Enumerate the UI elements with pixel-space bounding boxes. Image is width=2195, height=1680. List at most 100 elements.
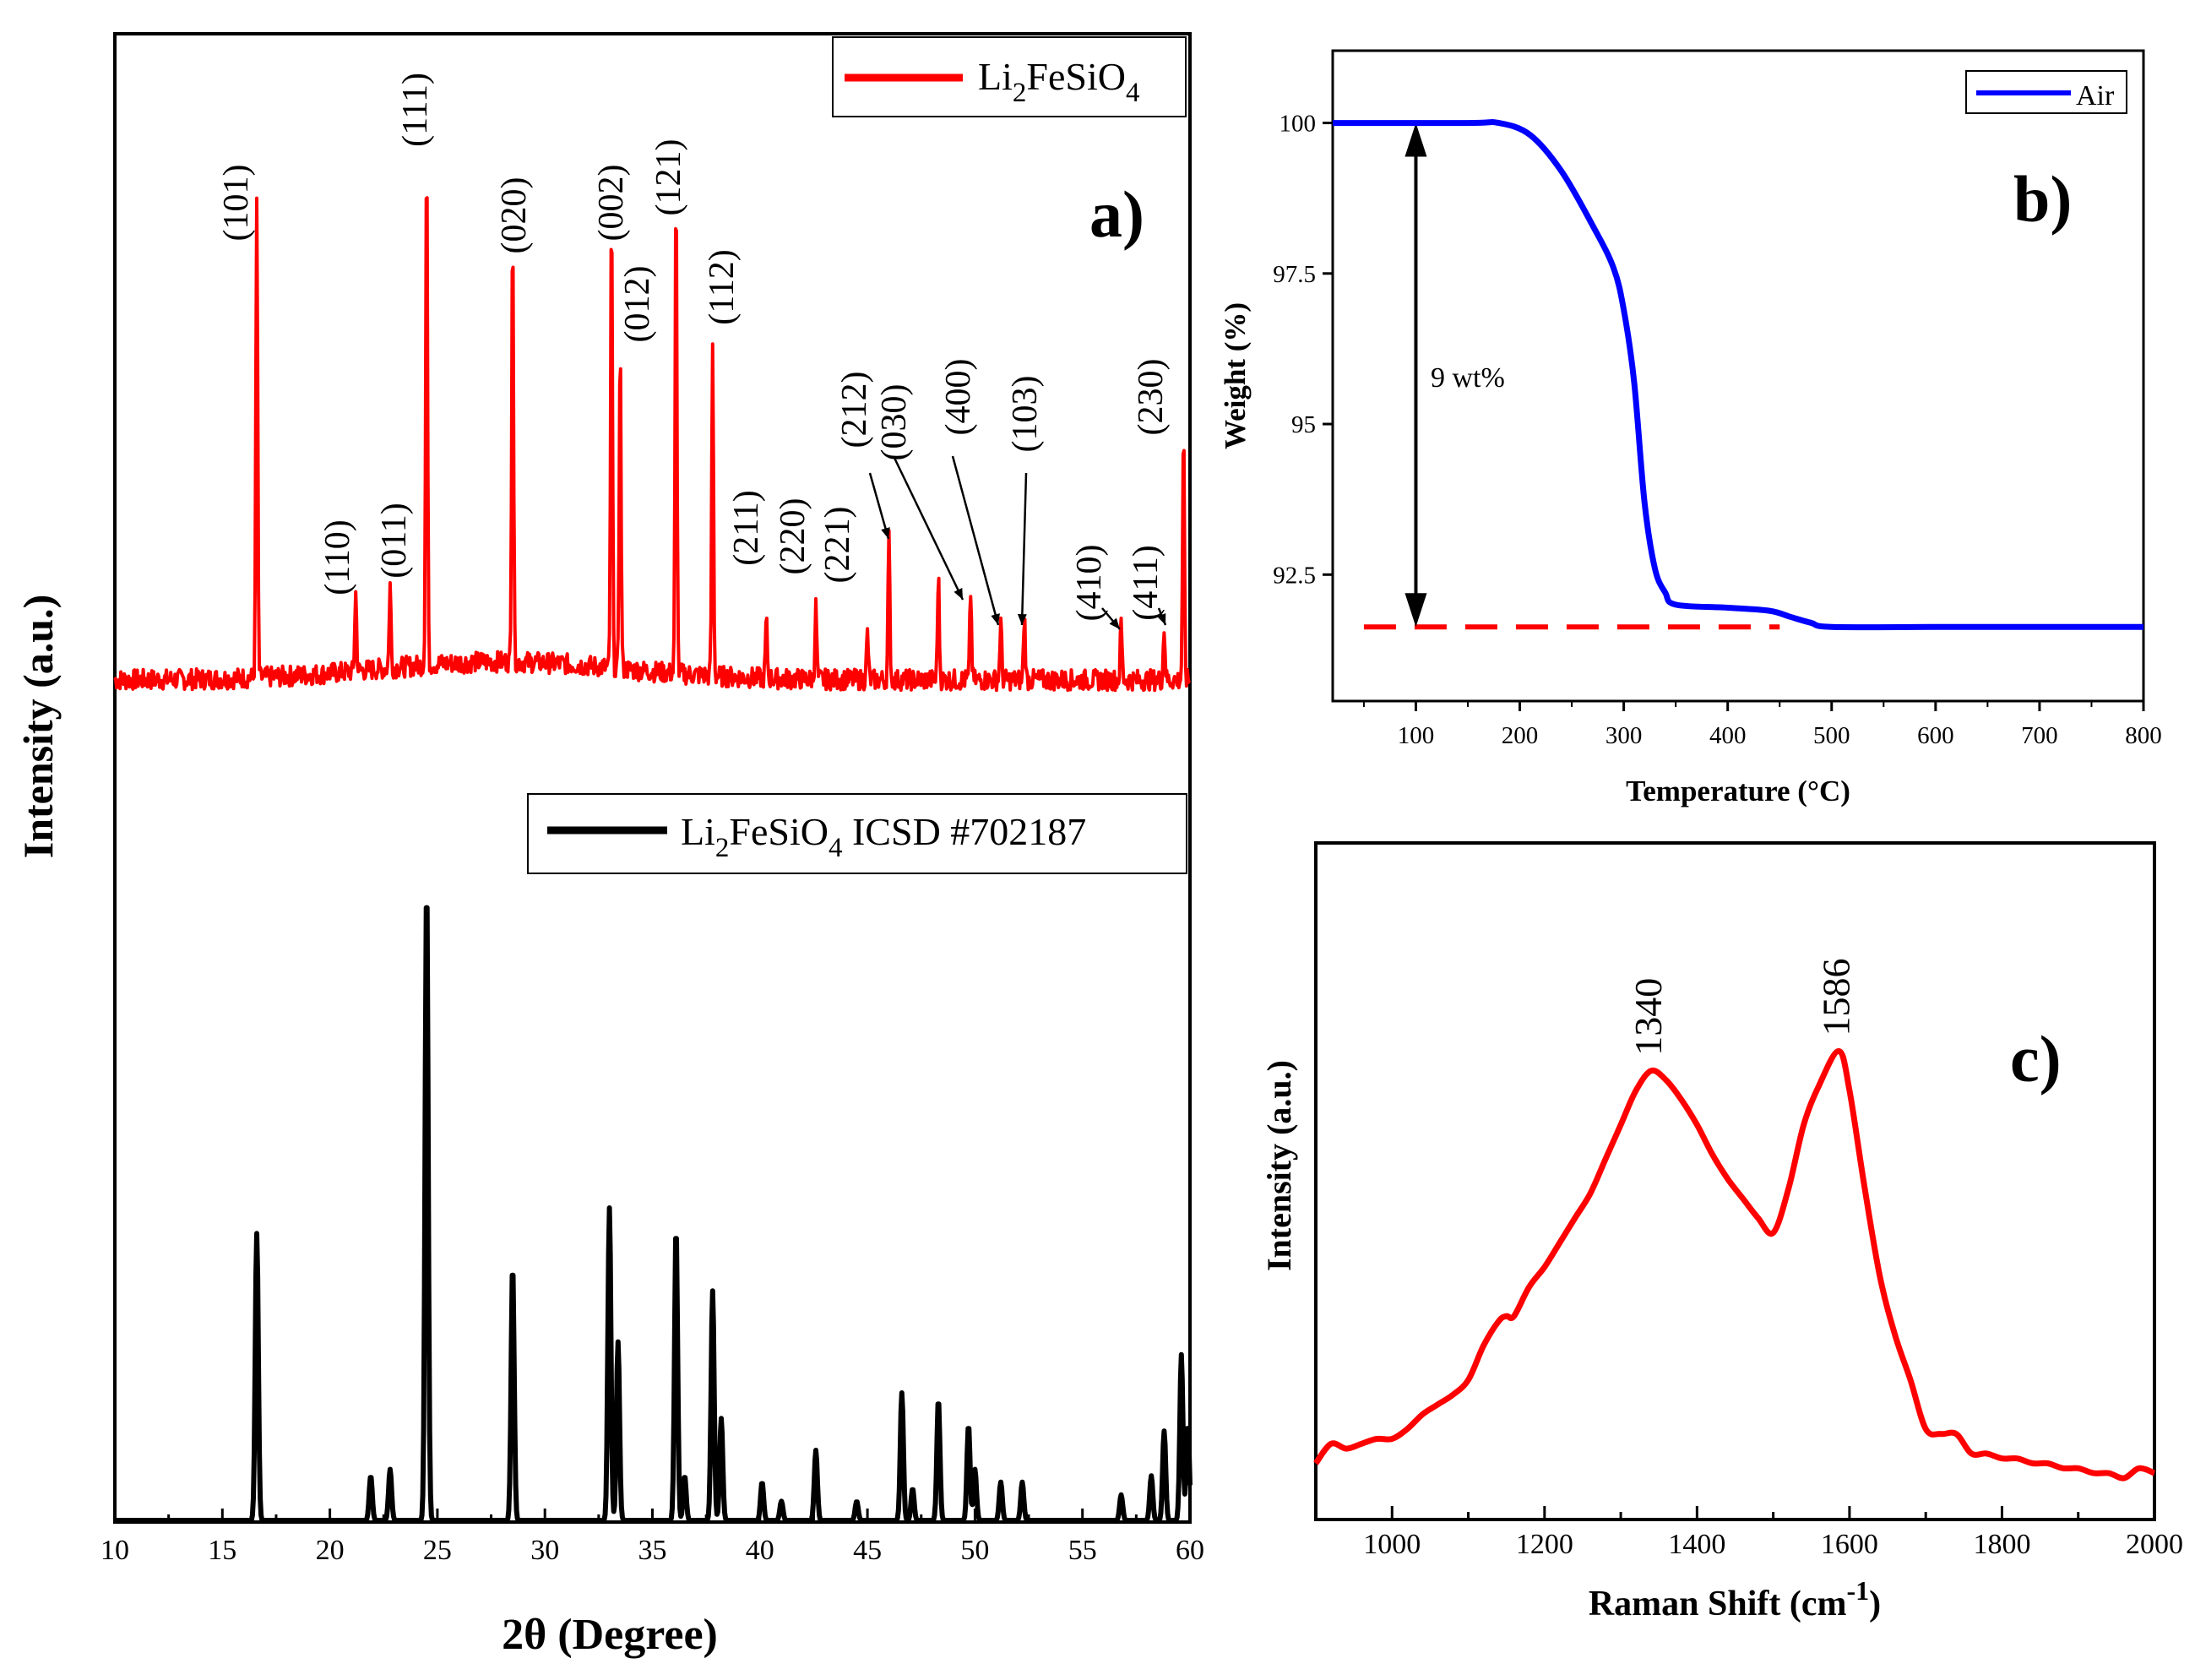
- legend-sample-sub-1: 2: [1013, 78, 1027, 108]
- panel-b-x-tick-label: 200: [1502, 722, 1539, 749]
- legend-reference-sub-1: 2: [715, 833, 730, 863]
- panel-c-x-tick-label: 2000: [2126, 1529, 2183, 1560]
- hkl-leader-head: [881, 527, 890, 539]
- panel-b-x-tick-label: 800: [2125, 722, 2162, 749]
- legend-sample: Li2FeSiO4: [832, 36, 1187, 117]
- hkl-leader-head: [1157, 613, 1166, 625]
- legend-reference-text-1: Li: [681, 810, 715, 853]
- panel-b: 100 200 300 400 500 600 700 800 92.5 95 97.5 100 9 …: [1219, 49, 2162, 807]
- panel-b-x-tick-label: 600: [1917, 722, 1954, 749]
- legend-sample-text-1: Li: [978, 55, 1013, 98]
- legend-sample-sub-2: 4: [1126, 78, 1140, 108]
- panel-b-y-tick-label: 97.5: [1273, 261, 1316, 288]
- panel-b-x-tick-label: 300: [1606, 722, 1643, 749]
- hkl-label: (111): [396, 73, 435, 147]
- raman-peak-label: 1340: [1627, 978, 1670, 1056]
- raman-peak-label: 1586: [1814, 958, 1857, 1036]
- panel-a-frame: [113, 32, 1192, 1524]
- raman-curve: [1313, 1048, 2156, 1482]
- raman-peak-labels: 1340 1586: [1627, 958, 1857, 1055]
- panel-b-x-tick-label: 400: [1709, 722, 1747, 749]
- panel-c-x-label: Raman Shift (cm-1): [1589, 1575, 1881, 1623]
- hkl-label: (020): [495, 177, 534, 254]
- panel-a-x-tick-label: 30: [530, 1535, 559, 1566]
- hkl-leader: [892, 455, 964, 601]
- panel-c-x-label-sup: -1: [1847, 1575, 1870, 1606]
- hkl-label: (411): [1127, 545, 1165, 620]
- hkl-label: (221): [818, 507, 857, 584]
- hkl-label: (230): [1132, 359, 1171, 436]
- panel-a: 10 15 20 25 30 35 40 45 50 55 60 (101)(110) (011)(1…: [14, 32, 1204, 1659]
- hkl-label: (103): [1006, 376, 1045, 453]
- panel-c-y-label: Intensity (a.u.): [1260, 1060, 1298, 1271]
- hkl-leader-head: [1017, 613, 1027, 625]
- panel-c-tag: c): [2010, 1022, 2062, 1096]
- hkl-leader-head: [991, 613, 1000, 625]
- panel-a-x-tick-label: 45: [853, 1535, 882, 1566]
- hkl-label: (011): [375, 503, 414, 578]
- xrd-reference-series: [113, 905, 1193, 1523]
- panel-a-x-tick-label: 55: [1068, 1535, 1097, 1566]
- svg-text:Li2FeSiO4: Li2FeSiO4: [978, 55, 1139, 108]
- legend-reference: Li2FeSiO4 ICSD #702187: [527, 793, 1187, 874]
- legend-reference-text-2: FeSiO: [729, 810, 829, 853]
- panel-b-ticks: 100 200 300 400 500 600 700 800 92.5 95 97.5 100: [1273, 111, 2162, 749]
- panel-c-x-tick-label: 1000: [1363, 1529, 1421, 1560]
- panel-b-y-tick-label: 100: [1280, 111, 1317, 138]
- legend-air-label: Air: [2076, 80, 2115, 111]
- legend-reference-sub-2: 4: [829, 833, 843, 863]
- panel-a-x-tick-label: 40: [746, 1535, 774, 1566]
- hkl-label: (400): [939, 359, 978, 436]
- hkl-leader-head: [954, 588, 963, 600]
- panel-a-x-tick-label: 20: [316, 1535, 345, 1566]
- hkl-label: (211): [727, 490, 766, 565]
- panel-b-y-label: Weight (%): [1219, 302, 1252, 449]
- panel-b-tag: b): [2013, 162, 2072, 236]
- panel-b-y-tick-label: 95: [1291, 411, 1316, 438]
- panel-b-x-tick-label: 100: [1398, 722, 1435, 749]
- hkl-label: (030): [875, 384, 914, 461]
- weight-loss-annotation: 9 wt%: [1431, 362, 1505, 394]
- panel-c-x-tick-label: 1400: [1668, 1529, 1725, 1560]
- panel-c-x-tick-label: 1800: [1973, 1529, 2030, 1560]
- panel-a-x-tick-label: 35: [638, 1535, 667, 1566]
- panel-c-x-tick-label: 1200: [1516, 1529, 1573, 1560]
- svg-text:Li2FeSiO4 ICSD #702187: Li2FeSiO4 ICSD #702187: [681, 810, 1086, 863]
- panel-c-x-tick-label: 1600: [1821, 1529, 1878, 1560]
- panel-a-x-tick-label: 50: [960, 1535, 989, 1566]
- hkl-label: (220): [774, 498, 812, 575]
- hkl-leader: [1020, 472, 1028, 626]
- panel-c-x-label-end: ): [1869, 1585, 1881, 1623]
- panel-b-x-tick-label: 500: [1813, 722, 1850, 749]
- panel-c-ticks: 1000 1200 1400 1600 1800 2000: [1314, 1506, 2183, 1560]
- hkl-leader: [868, 472, 890, 540]
- panel-b-frame: [1331, 49, 2145, 703]
- panel-a-x-tick-label: 15: [208, 1535, 236, 1566]
- hkl-label: (101): [217, 165, 256, 242]
- hkl-label: (110): [318, 519, 357, 595]
- panel-b-x-tick-label: 700: [2021, 722, 2058, 749]
- hkl-label: (112): [703, 249, 742, 324]
- panel-a-y-label: Intensity (a.u.): [14, 595, 62, 859]
- hkl-label: (121): [649, 139, 688, 216]
- panel-c-frame: [1314, 841, 2156, 1521]
- panel-c-x-label-base: Raman Shift (cm: [1589, 1585, 1847, 1623]
- panel-b-y-tick-label: 92.5: [1273, 562, 1316, 589]
- legend-reference-text-3: ICSD #702187: [842, 810, 1086, 853]
- panel-a-x-label: 2θ (Degree): [502, 1611, 718, 1659]
- panel-c: 1000 1200 1400 1600 1800 2000 1340 1586 c) Ram…: [1260, 841, 2183, 1623]
- panel-a-x-tick-label: 60: [1176, 1535, 1204, 1566]
- panel-a-tag: a): [1089, 177, 1144, 251]
- hkl-label: (212): [835, 372, 874, 449]
- hkl-label: (002): [592, 165, 631, 242]
- hkl-label: (012): [618, 266, 657, 343]
- hkl-leader: [951, 455, 1000, 626]
- panel-b-x-label: Temperature (°C): [1626, 775, 1850, 807]
- legend-sample-text-2: FeSiO: [1026, 55, 1126, 98]
- hkl-labels: (101) (110) (011) (111) (020) (002) (012) (121)…: [217, 73, 1171, 630]
- legend-air: Air: [1965, 70, 2127, 114]
- tga-curve: [1332, 119, 2143, 631]
- panel-a-x-tick-label: 25: [423, 1535, 452, 1566]
- xrd-sample-series: [113, 196, 1192, 693]
